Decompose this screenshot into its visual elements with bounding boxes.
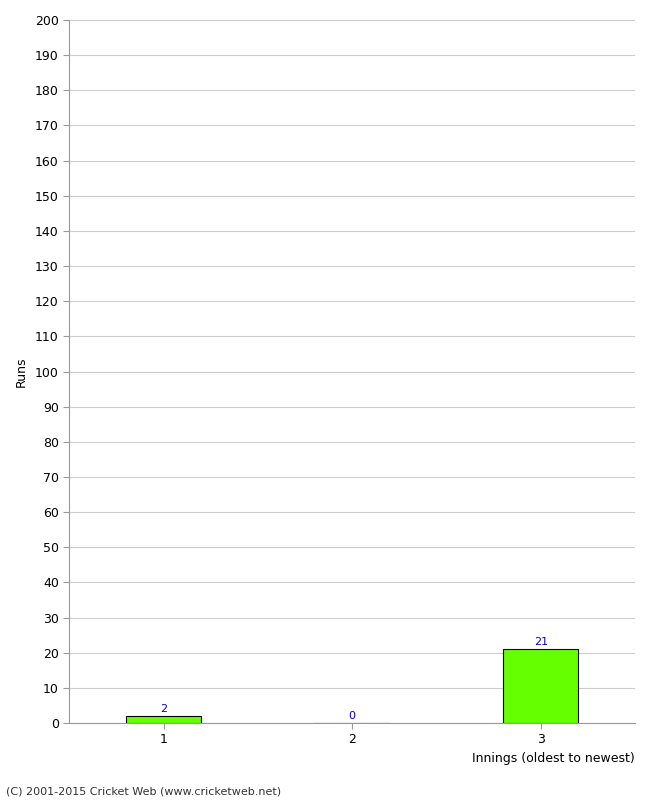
Text: 2: 2 [160,704,167,714]
Y-axis label: Runs: Runs [15,356,28,386]
Bar [503,650,578,723]
Text: 21: 21 [534,638,548,647]
Bar [126,716,202,723]
Text: (C) 2001-2015 Cricket Web (www.cricketweb.net): (C) 2001-2015 Cricket Web (www.cricketwe… [6,786,281,796]
X-axis label: Innings (oldest to newest): Innings (oldest to newest) [473,752,635,765]
Text: 0: 0 [348,711,356,722]
